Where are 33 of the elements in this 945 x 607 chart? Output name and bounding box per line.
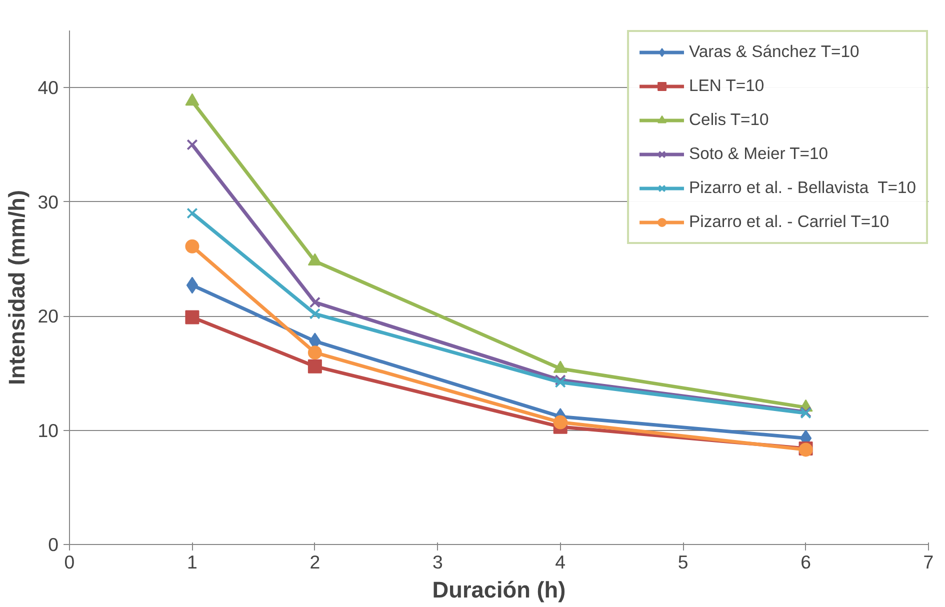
point (185, 239, 200, 254)
point (186, 276, 198, 294)
y-tick-label: 30 (38, 191, 59, 212)
x-tick-label: 0 (64, 552, 75, 572)
legend-label: Celis T=10 (689, 110, 769, 130)
x-axis-title: Duración (h) (432, 576, 566, 602)
point (554, 376, 566, 388)
legend-label: Pizarro et al. - Bellavista T=10 (689, 178, 916, 198)
legend-label: Pizarro et al. - Carriel T=10 (689, 212, 890, 232)
point (309, 296, 321, 308)
x-tick-label: 4 (555, 552, 566, 572)
y-tick-label: 0 (48, 534, 59, 555)
x-tick-label: 7 (923, 552, 934, 572)
point (308, 346, 322, 360)
x-tick-label: 1 (187, 552, 198, 572)
y-tick-label: 20 (38, 306, 59, 327)
point (553, 415, 568, 430)
legend-label: LEN T=10 (689, 76, 764, 96)
legend-label: Varas & Sánchez T=10 (689, 42, 860, 62)
point (186, 208, 198, 219)
x-tick-label: 5 (678, 552, 688, 572)
y-tick-label: 40 (38, 77, 59, 98)
point (554, 374, 566, 386)
point (308, 359, 322, 374)
x-tick-label: 2 (310, 552, 320, 572)
point (186, 139, 198, 150)
x-tick-label: 3 (432, 552, 443, 572)
x-tick-label: 6 (800, 552, 811, 572)
legend-label: Soto & Meier T=10 (689, 144, 828, 164)
point (309, 308, 321, 320)
y-tick-label: 10 (38, 420, 59, 441)
y-axis-title: Intensidad (mm/h) (4, 190, 30, 386)
point (185, 310, 200, 324)
